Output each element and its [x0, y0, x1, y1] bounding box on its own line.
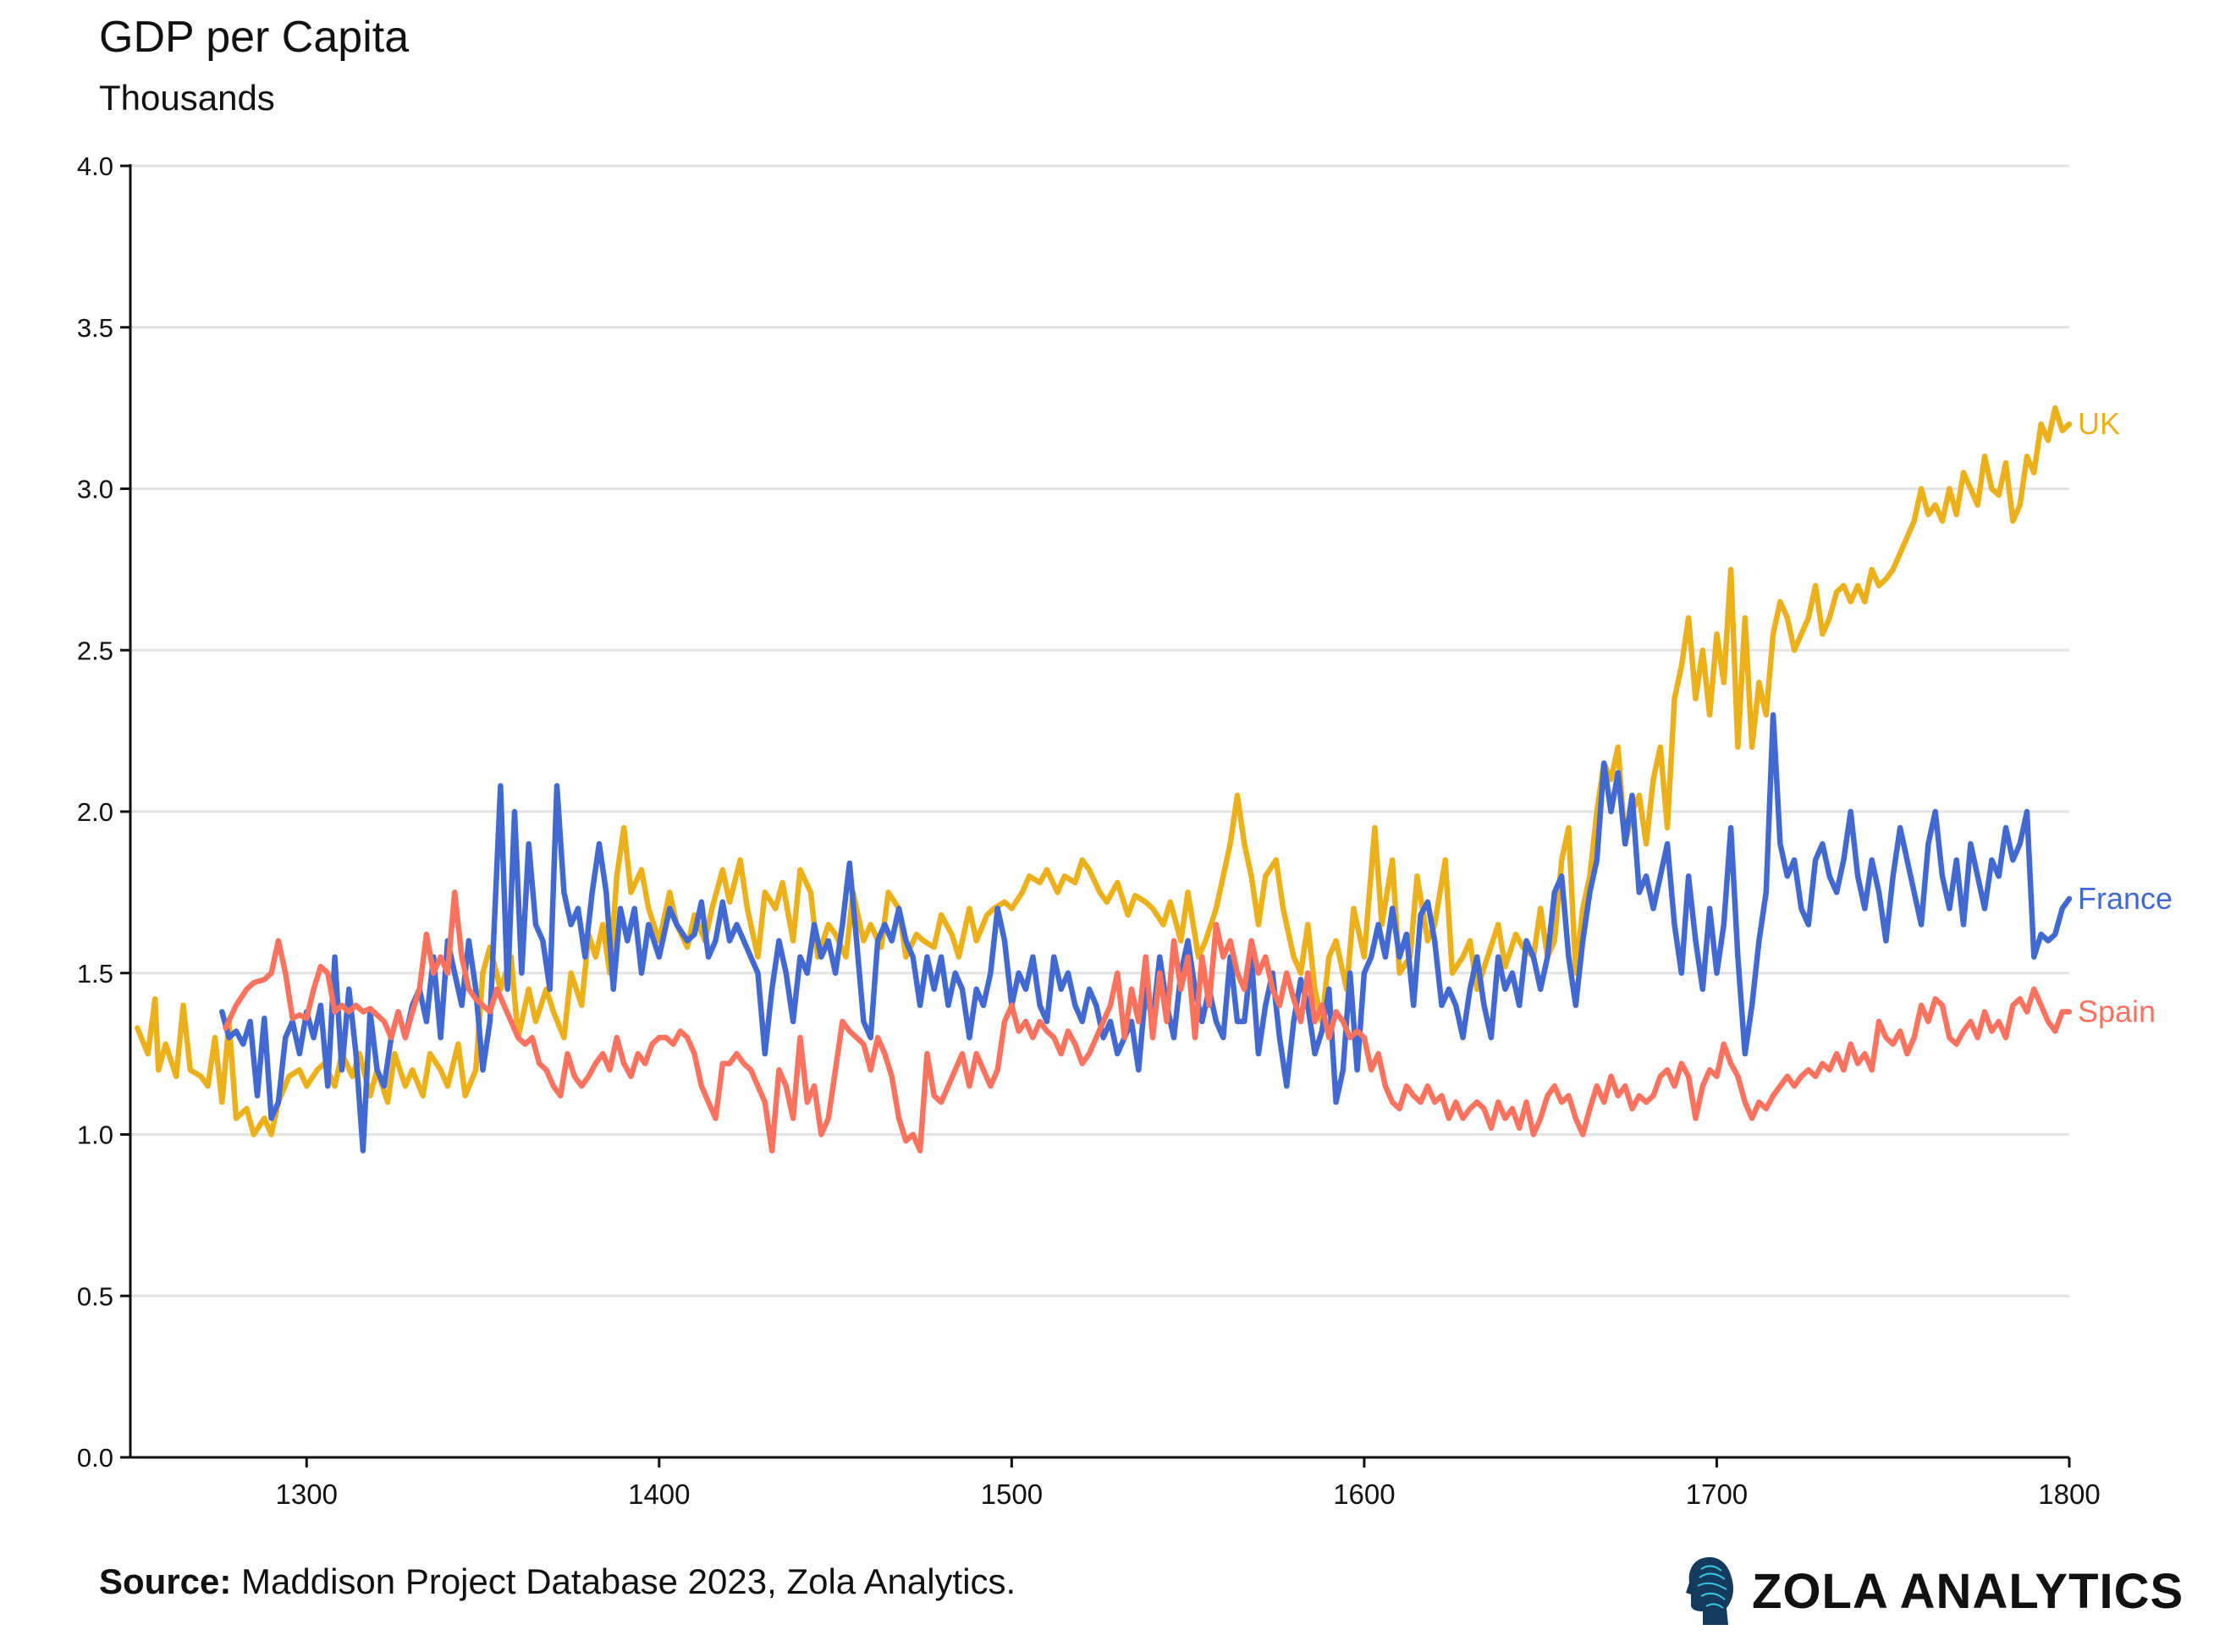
series-label-uk: UK [2078, 406, 2120, 441]
y-tick-label: 3.5 [77, 313, 113, 343]
x-tick-label: 1500 [981, 1479, 1043, 1510]
series-labels: UK France Spain [2078, 406, 2173, 1028]
x-tick-label: 1700 [1686, 1479, 1748, 1510]
y-tick-label: 3.0 [77, 475, 113, 504]
gridlines [130, 164, 2069, 1297]
series-lines [135, 405, 2073, 1154]
source-note: Source: Maddison Project Database 2023, … [99, 1561, 1016, 1602]
y-tick-label: 4.0 [77, 151, 113, 181]
y-tick-label: 0.0 [77, 1443, 113, 1473]
y-tick-label: 1.5 [77, 959, 113, 988]
brain-head-icon [1686, 1557, 1733, 1625]
y-tick-label: 2.0 [77, 797, 113, 827]
y-tick-label: 1.0 [77, 1121, 113, 1150]
x-tick-label: 1300 [276, 1479, 338, 1510]
x-tick-label: 1400 [628, 1479, 690, 1510]
y-tick-label: 0.5 [77, 1281, 113, 1311]
x-tick-label: 1800 [2038, 1479, 2100, 1510]
y-tick-label: 2.5 [77, 636, 113, 665]
brand-name: ZOLA ANALYTICS [1752, 1563, 2184, 1619]
source-text: Maddison Project Database 2023, Zola Ana… [231, 1561, 1016, 1601]
series-line-spain [223, 889, 2073, 1154]
series-line-uk [135, 405, 2073, 1137]
chart-title: GDP per Capita [99, 13, 410, 62]
source-label: Source: [99, 1561, 232, 1601]
series-label-france: France [2078, 881, 2173, 916]
series-label-spain: Spain [2078, 994, 2156, 1029]
x-tick-label: 1600 [1333, 1479, 1395, 1510]
brand-logo: ZOLA ANALYTICS [1684, 1556, 2184, 1627]
chart-subtitle: Thousands [99, 78, 275, 118]
axes: 0.0 0.5 1.0 1.5 2.0 2.5 3.0 3.5 4.0 1300 1400 1500 1… [77, 151, 2101, 1510]
